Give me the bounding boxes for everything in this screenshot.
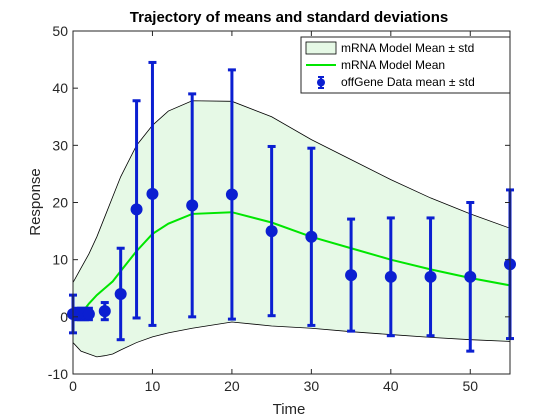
std-band-upper-edge	[72, 100, 511, 283]
data-marker	[345, 269, 358, 282]
y-axis-label: Response	[27, 168, 44, 236]
y-tick-label: 30	[52, 137, 68, 153]
data-point	[146, 60, 159, 327]
data-marker	[384, 270, 397, 283]
data-marker	[424, 270, 437, 283]
data-point	[225, 68, 238, 321]
legend: mRNA Model Mean ± std mRNA Model Mean of…	[300, 36, 511, 94]
data-point	[114, 246, 127, 342]
y-tick-label: 10	[52, 252, 68, 268]
x-tick-label: 20	[224, 378, 240, 394]
x-tick-label: 10	[145, 378, 161, 394]
data-marker	[130, 203, 143, 216]
data-point	[464, 201, 477, 353]
y-tick-label: 0	[60, 309, 68, 325]
y-tick-label: -10	[48, 366, 68, 382]
data-point	[82, 306, 95, 322]
y-tick-label: 40	[52, 80, 68, 96]
data-point	[384, 216, 397, 338]
data-marker	[186, 199, 199, 212]
x-tick-label: 0	[69, 378, 77, 394]
data-point	[186, 92, 199, 319]
data-marker	[265, 225, 278, 238]
legend-swatch-band	[305, 41, 337, 55]
data-marker	[114, 287, 127, 300]
y-tick-label: 20	[52, 195, 68, 211]
legend-label-mean: mRNA Model Mean	[341, 58, 445, 72]
legend-label-data: offGene Data mean ± std	[341, 75, 475, 89]
chart-title: Trajectory of means and standard deviati…	[130, 9, 448, 26]
data-marker	[464, 270, 477, 283]
data-point	[424, 216, 437, 338]
data-marker	[82, 307, 95, 320]
x-tick-label: 30	[304, 378, 320, 394]
data-point	[265, 144, 278, 318]
legend-label-band: mRNA Model Mean ± std	[341, 41, 474, 55]
x-axis-label: Time	[273, 401, 306, 418]
data-marker	[225, 188, 238, 201]
data-point	[98, 301, 111, 322]
x-tick-label: 40	[383, 378, 399, 394]
x-axis-ticks: 0 10 20 30 40 50	[69, 31, 478, 394]
data-marker	[98, 305, 111, 318]
data-marker	[305, 230, 318, 243]
data-point	[345, 217, 358, 333]
legend-swatch-data	[317, 76, 325, 89]
y-tick-label: 50	[52, 23, 68, 39]
data-point	[305, 146, 318, 327]
data-point	[130, 99, 143, 320]
y-axis-ticks: -10 0 10 20 30 40 50	[48, 23, 510, 382]
data-marker	[146, 187, 159, 200]
x-tick-label: 50	[462, 378, 478, 394]
